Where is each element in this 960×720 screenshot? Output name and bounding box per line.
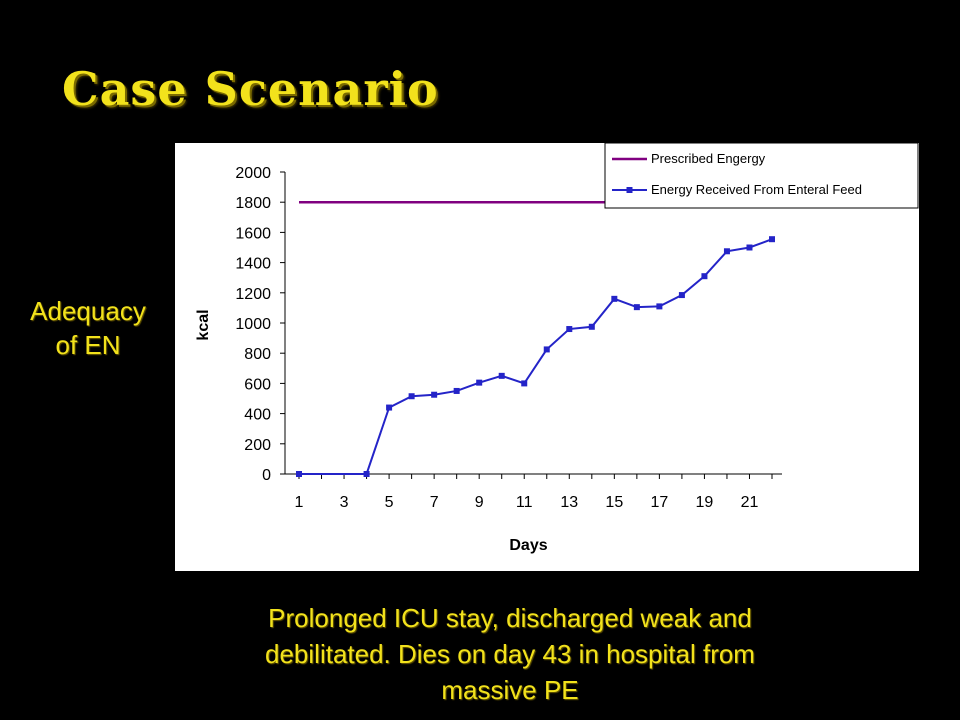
side-label-line-2: of EN [55,330,121,360]
legend-label-prescribed: Prescribed Engergy [651,151,766,166]
x-tick-label: 1 [295,494,304,511]
y-tick-label: 2000 [235,165,271,182]
x-tick-label: 11 [516,494,533,511]
y-tick-label: 800 [244,346,271,363]
caption-line-2: debilitated. Dies on day 43 in hospital … [265,639,755,669]
data-point-received [521,380,528,387]
y-tick-label: 600 [244,376,271,393]
x-tick-label: 7 [430,494,439,511]
y-tick-label: 1200 [235,286,271,303]
data-point-received [656,303,663,310]
series-line-received [299,238,773,475]
y-tick-label: 0 [262,467,271,484]
data-point-received [678,292,685,299]
data-point-received [701,273,708,280]
data-point-received [296,471,302,477]
data-point-received [476,379,483,386]
y-tick-label: 400 [244,407,271,424]
y-tick-label: 1600 [235,225,271,242]
legend-box [604,143,919,209]
x-tick-label: 21 [741,494,759,511]
side-label: Adequacy of EN [10,294,166,362]
data-point-received [723,248,730,255]
y-tick-label: 200 [244,437,271,454]
x-tick-label: 17 [650,494,668,511]
data-point-received [588,323,595,330]
chart-panel: 0 200 400 600 800 1000 1200 1400 1600 1800 2000 1 3 5… [175,143,919,571]
data-point-received [498,372,505,379]
y-axis-title: kcal [195,309,212,340]
y-tick-label: 1800 [235,195,271,212]
data-point-received [431,391,438,398]
x-axis-title: Days [509,537,547,554]
x-tick-label: 5 [385,494,394,511]
data-point-received [611,295,618,302]
side-label-line-1: Adequacy [30,296,146,326]
data-point-received [746,244,753,251]
x-tick-label: 13 [560,494,578,511]
data-point-received [633,304,640,311]
caption-line-3: massive PE [441,675,579,705]
legend-label-received: Energy Received From Enteral Feed [651,182,862,197]
data-point-received [386,404,393,411]
x-tick-label: 19 [696,494,714,511]
slide-title: Case Scenario [62,62,439,116]
caption: Prolonged ICU stay, discharged weak and … [180,600,840,708]
y-tick-label: 1000 [235,316,271,333]
legend-marker-received [626,187,633,193]
chart-legend: Prescribed Engergy Energy Received From … [604,143,919,209]
data-point-received [566,326,573,333]
data-point-received [363,471,370,477]
data-point-received [408,393,415,400]
y-tick-label: 1400 [235,256,271,273]
data-point-received [543,346,550,353]
caption-line-1: Prolonged ICU stay, discharged weak and [268,603,752,633]
x-tick-label: 9 [475,494,484,511]
x-tick-label: 3 [340,494,349,511]
x-tick-label: 15 [605,494,623,511]
data-point-received [453,387,460,394]
data-point-received [769,236,775,243]
